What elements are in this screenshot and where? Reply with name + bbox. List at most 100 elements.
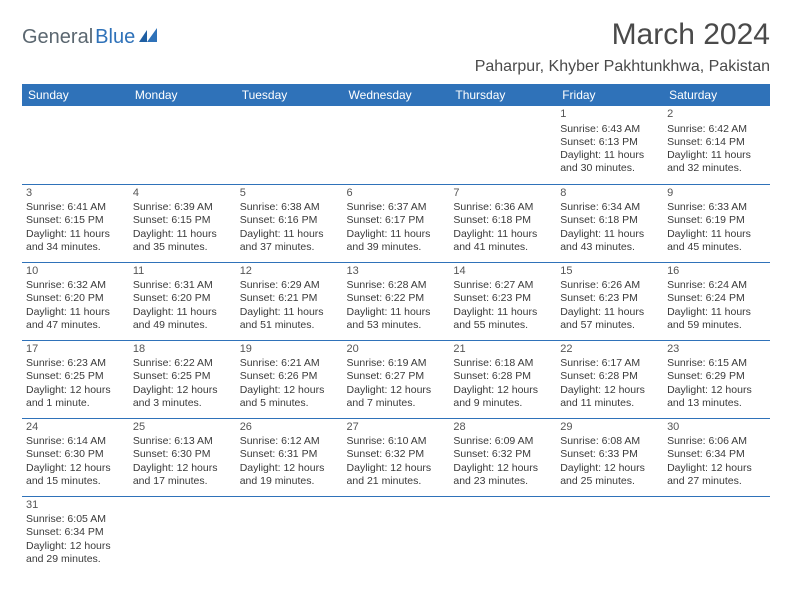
month-title: March 2024 [475, 18, 770, 52]
day-info: Sunset: 6:25 PM [26, 370, 125, 383]
day-info: Sunrise: 6:17 AM [560, 357, 659, 370]
day-info: Sunrise: 6:18 AM [453, 357, 552, 370]
calendar-cell: 17Sunrise: 6:23 AMSunset: 6:25 PMDayligh… [22, 340, 129, 418]
calendar-cell: 30Sunrise: 6:06 AMSunset: 6:34 PMDayligh… [663, 418, 770, 496]
calendar-cell: 21Sunrise: 6:18 AMSunset: 6:28 PMDayligh… [449, 340, 556, 418]
calendar-cell: 26Sunrise: 6:12 AMSunset: 6:31 PMDayligh… [236, 418, 343, 496]
day-info: Sunrise: 6:13 AM [133, 435, 232, 448]
header: General Blue March 2024 Paharpur, Khyber… [22, 18, 770, 76]
day-info: and 45 minutes. [667, 241, 766, 254]
day-info: Daylight: 11 hours [240, 228, 339, 241]
day-info: Sunrise: 6:19 AM [347, 357, 446, 370]
day-info: Daylight: 11 hours [347, 306, 446, 319]
day-number: 22 [560, 343, 659, 357]
day-info: Sunset: 6:18 PM [453, 214, 552, 227]
day-number: 16 [667, 265, 766, 279]
calendar-cell: 9Sunrise: 6:33 AMSunset: 6:19 PMDaylight… [663, 184, 770, 262]
location: Paharpur, Khyber Pakhtunkhwa, Pakistan [475, 58, 770, 76]
day-info: Daylight: 12 hours [560, 384, 659, 397]
day-info: Sunrise: 6:31 AM [133, 279, 232, 292]
day-info: and 43 minutes. [560, 241, 659, 254]
day-info: Sunset: 6:30 PM [26, 448, 125, 461]
day-info: Daylight: 12 hours [453, 384, 552, 397]
day-info: and 9 minutes. [453, 397, 552, 410]
weekday-header: Sunday [22, 84, 129, 106]
day-number: 3 [26, 187, 125, 201]
day-info: Sunset: 6:27 PM [347, 370, 446, 383]
calendar-cell: 20Sunrise: 6:19 AMSunset: 6:27 PMDayligh… [343, 340, 450, 418]
day-info: and 23 minutes. [453, 475, 552, 488]
day-info: Sunset: 6:24 PM [667, 292, 766, 305]
day-info: Daylight: 12 hours [560, 462, 659, 475]
day-info: and 17 minutes. [133, 475, 232, 488]
day-info: Daylight: 11 hours [133, 306, 232, 319]
day-info: Daylight: 11 hours [453, 228, 552, 241]
day-info: and 11 minutes. [560, 397, 659, 410]
calendar-cell [663, 496, 770, 574]
day-info: and 19 minutes. [240, 475, 339, 488]
day-info: and 21 minutes. [347, 475, 446, 488]
day-info: and 5 minutes. [240, 397, 339, 410]
day-info: and 37 minutes. [240, 241, 339, 254]
day-info: and 13 minutes. [667, 397, 766, 410]
calendar-cell: 25Sunrise: 6:13 AMSunset: 6:30 PMDayligh… [129, 418, 236, 496]
logo: General Blue [22, 26, 159, 49]
calendar-cell: 10Sunrise: 6:32 AMSunset: 6:20 PMDayligh… [22, 262, 129, 340]
day-info: Sunset: 6:33 PM [560, 448, 659, 461]
day-info: Sunset: 6:28 PM [560, 370, 659, 383]
calendar-cell: 27Sunrise: 6:10 AMSunset: 6:32 PMDayligh… [343, 418, 450, 496]
calendar-cell: 7Sunrise: 6:36 AMSunset: 6:18 PMDaylight… [449, 184, 556, 262]
day-info: and 29 minutes. [26, 553, 125, 566]
day-info: Daylight: 12 hours [26, 462, 125, 475]
day-number: 9 [667, 187, 766, 201]
day-info: and 55 minutes. [453, 319, 552, 332]
weekday-header: Monday [129, 84, 236, 106]
day-info: Daylight: 11 hours [347, 228, 446, 241]
day-info: Sunset: 6:21 PM [240, 292, 339, 305]
day-info: Daylight: 11 hours [667, 228, 766, 241]
day-info: and 47 minutes. [26, 319, 125, 332]
logo-text-general: General [22, 26, 93, 49]
day-info: and 57 minutes. [560, 319, 659, 332]
day-info: Daylight: 12 hours [133, 462, 232, 475]
day-info: Sunrise: 6:05 AM [26, 513, 125, 526]
day-info: and 59 minutes. [667, 319, 766, 332]
weekday-header: Wednesday [343, 84, 450, 106]
day-number: 26 [240, 421, 339, 435]
title-block: March 2024 Paharpur, Khyber Pakhtunkhwa,… [475, 18, 770, 76]
calendar-cell: 31Sunrise: 6:05 AMSunset: 6:34 PMDayligh… [22, 496, 129, 574]
day-number: 10 [26, 265, 125, 279]
day-number: 20 [347, 343, 446, 357]
weekday-header: Thursday [449, 84, 556, 106]
calendar-cell: 8Sunrise: 6:34 AMSunset: 6:18 PMDaylight… [556, 184, 663, 262]
day-info: Sunset: 6:32 PM [347, 448, 446, 461]
day-info: Sunset: 6:26 PM [240, 370, 339, 383]
day-info: Sunrise: 6:36 AM [453, 201, 552, 214]
day-info: Daylight: 12 hours [667, 384, 766, 397]
day-info: Sunrise: 6:26 AM [560, 279, 659, 292]
calendar-cell: 16Sunrise: 6:24 AMSunset: 6:24 PMDayligh… [663, 262, 770, 340]
day-number: 23 [667, 343, 766, 357]
calendar-cell: 29Sunrise: 6:08 AMSunset: 6:33 PMDayligh… [556, 418, 663, 496]
day-info: Sunrise: 6:34 AM [560, 201, 659, 214]
calendar-cell: 5Sunrise: 6:38 AMSunset: 6:16 PMDaylight… [236, 184, 343, 262]
day-info: Daylight: 12 hours [667, 462, 766, 475]
day-info: and 32 minutes. [667, 162, 766, 175]
day-info: Sunset: 6:14 PM [667, 136, 766, 149]
day-info: Sunrise: 6:23 AM [26, 357, 125, 370]
day-info: Sunrise: 6:27 AM [453, 279, 552, 292]
calendar-cell [343, 496, 450, 574]
day-info: Sunrise: 6:32 AM [26, 279, 125, 292]
day-info: Daylight: 11 hours [240, 306, 339, 319]
day-info: Sunset: 6:16 PM [240, 214, 339, 227]
day-number: 25 [133, 421, 232, 435]
day-info: Sunrise: 6:42 AM [667, 123, 766, 136]
day-info: Sunset: 6:20 PM [26, 292, 125, 305]
calendar-cell: 4Sunrise: 6:39 AMSunset: 6:15 PMDaylight… [129, 184, 236, 262]
day-number: 27 [347, 421, 446, 435]
day-info: Sunrise: 6:10 AM [347, 435, 446, 448]
day-info: Sunset: 6:28 PM [453, 370, 552, 383]
day-info: Sunrise: 6:12 AM [240, 435, 339, 448]
day-number: 28 [453, 421, 552, 435]
calendar-cell [129, 106, 236, 184]
